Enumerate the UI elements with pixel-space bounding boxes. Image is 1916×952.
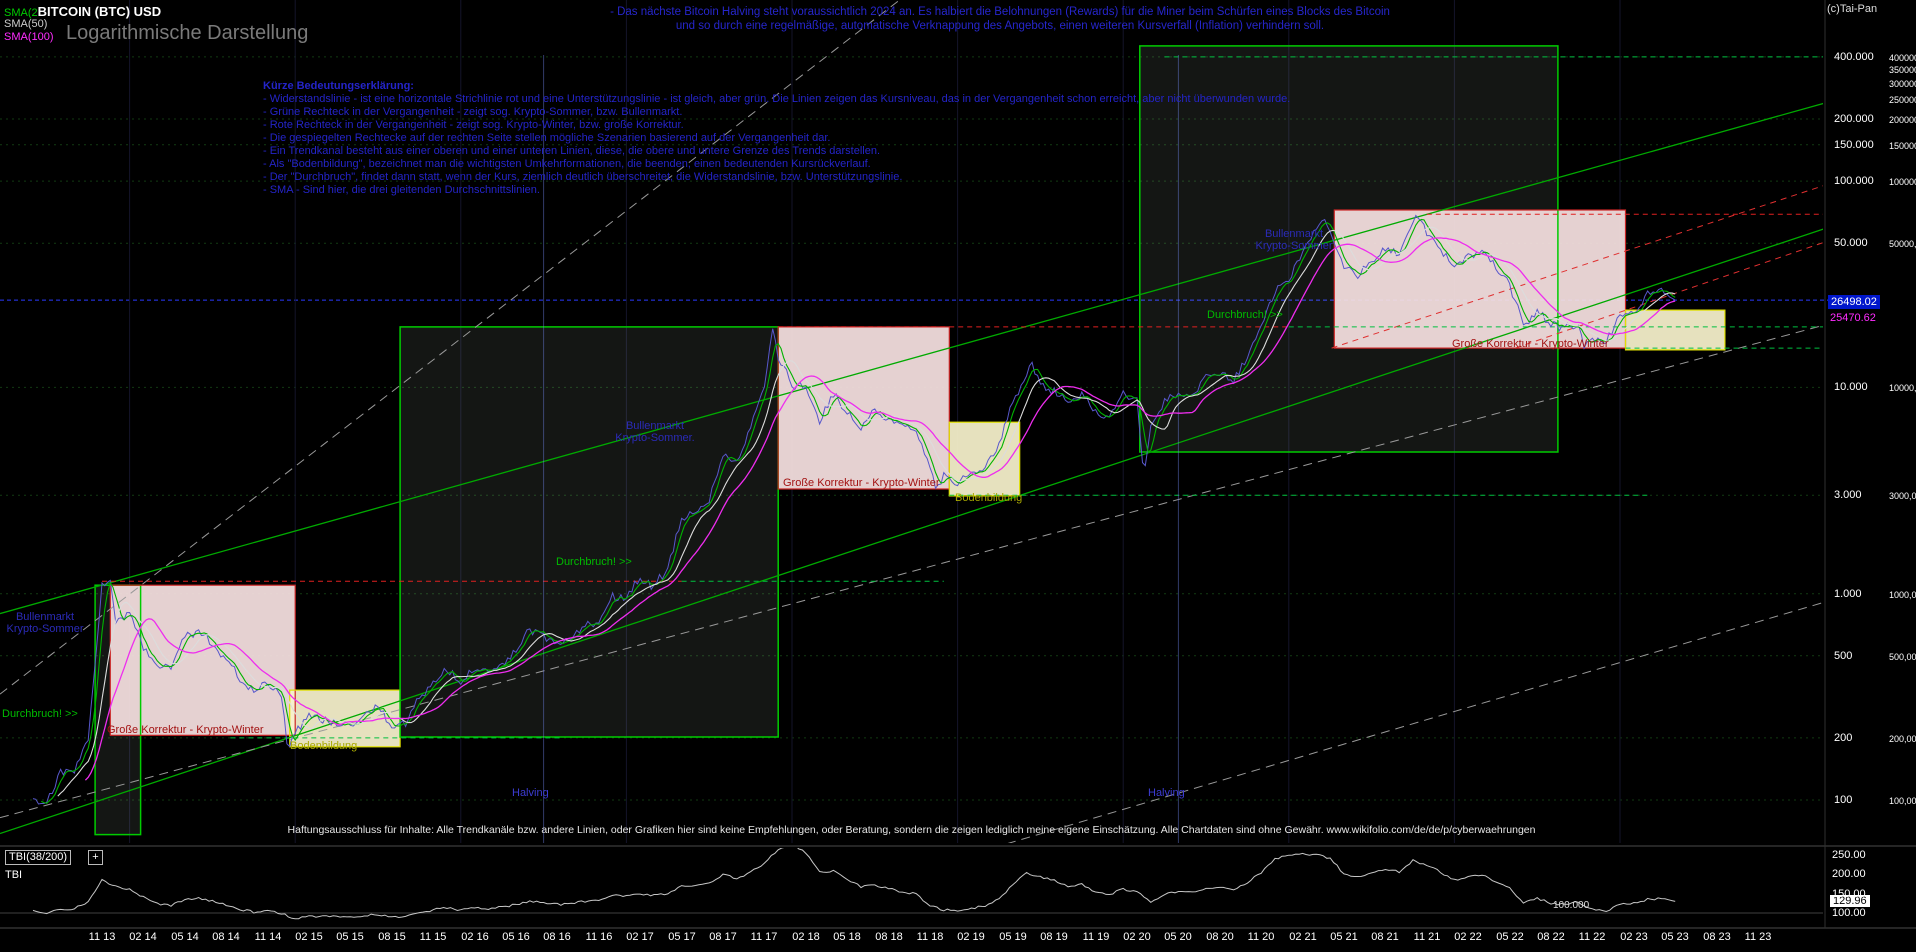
price-chart-canvas[interactable] [0, 0, 1916, 952]
tai-pan-chart-window: SMA(2BITCOIN (BTC) USD SMA(50) SMA(100) … [0, 0, 1916, 952]
